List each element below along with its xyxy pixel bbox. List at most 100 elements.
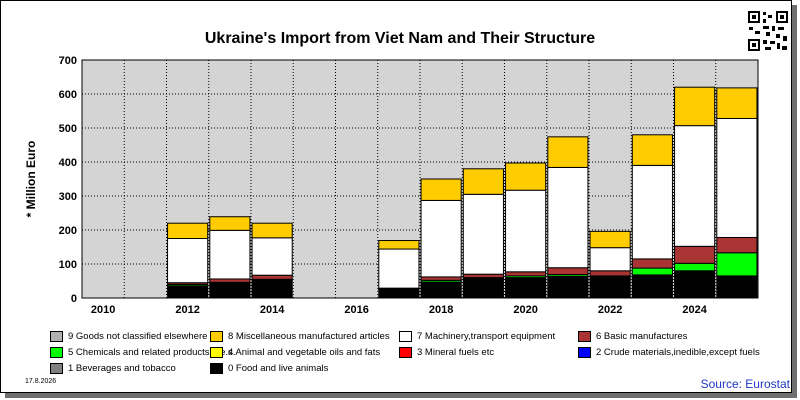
- bar-segment: [505, 162, 547, 191]
- bar-segment: [420, 199, 462, 278]
- x-tick-label: 2022: [598, 304, 622, 316]
- bar-segment: [420, 178, 462, 201]
- legend-label: 9 Goods not classified elsewhere: [68, 331, 208, 342]
- bar-segment: [505, 189, 547, 273]
- legend: 9 Goods not classified elsewhere 8 Miscel…: [50, 331, 790, 381]
- bar-segment: [420, 281, 462, 299]
- legend-item: 2 Crude materials,inedible,except fuels: [578, 347, 760, 358]
- bar-segment: [505, 271, 547, 277]
- legend-label: 0 Food and live animals: [228, 363, 329, 374]
- y-tick-label: 500: [59, 123, 77, 135]
- bar-segment: [589, 276, 631, 299]
- legend-swatch: [210, 347, 223, 358]
- legend-swatch: [578, 347, 591, 358]
- bar-segment: [462, 193, 504, 275]
- bar-segment: [716, 275, 758, 299]
- bar-segment: [547, 275, 589, 299]
- legend-swatch: [578, 331, 591, 342]
- legend-swatch: [50, 363, 63, 374]
- legend-item: 9 Goods not classified elsewhere: [50, 331, 207, 342]
- chart-title: Ukraine's Import from Viet Nam and Their…: [204, 30, 596, 47]
- y-axis-label: * Million Euro: [24, 141, 38, 218]
- bar-segment: [674, 125, 716, 247]
- bar-segment: [209, 278, 251, 283]
- bar-segment: [589, 247, 631, 272]
- legend-label: 8 Miscellaneous manufactured articles: [228, 331, 390, 342]
- legend-item: 0 Food and live animals: [210, 363, 328, 374]
- y-tick-label: 300: [59, 191, 77, 203]
- bar-segment: [378, 248, 420, 289]
- bar-segment: [378, 289, 420, 299]
- bar-segment: [251, 222, 293, 239]
- y-tick-label: 100: [59, 259, 77, 271]
- bar-segment: [631, 134, 673, 166]
- bar-segment: [420, 276, 462, 281]
- legend-swatch: [399, 331, 412, 342]
- bar-segment: [674, 86, 716, 127]
- bar-segment: [674, 262, 716, 272]
- bar-segment: [547, 136, 589, 168]
- legend-label: 7 Machinery,transport equipment: [417, 331, 556, 342]
- y-tick-label: 200: [59, 225, 77, 237]
- legend-swatch: [210, 363, 223, 374]
- legend-item: 8 Miscellaneous manufactured articles: [210, 331, 390, 342]
- bar-segment: [251, 279, 293, 299]
- source-label: Source: Eurostat: [700, 377, 790, 391]
- x-tick-label: 2012: [175, 304, 199, 316]
- bar-segment: [378, 240, 420, 250]
- bar-segment: [209, 282, 251, 299]
- bar-segment: [589, 230, 631, 249]
- bar-segment: [167, 285, 209, 299]
- x-tick-label: 2010: [91, 304, 115, 316]
- bar-segment: [631, 267, 673, 276]
- bar-segment: [716, 117, 758, 238]
- legend-item: 7 Machinery,transport equipment: [399, 331, 555, 342]
- bar-segment: [716, 236, 758, 254]
- legend-label: 5 Chemicals and related products,n.e.s.: [68, 347, 236, 358]
- bar-segment: [505, 277, 547, 299]
- bar-segment: [631, 258, 673, 269]
- legend-swatch: [399, 347, 412, 358]
- bar-segment: [547, 166, 589, 269]
- legend-item: 4 Animal and vegetable oils and fats: [210, 347, 380, 358]
- x-tick-label: 2016: [344, 304, 368, 316]
- legend-item: 1 Beverages and tobacco: [50, 363, 176, 374]
- x-tick-label: 2024: [682, 304, 707, 316]
- bar-segment: [716, 252, 758, 277]
- bar-segment: [462, 168, 504, 195]
- bar-segment: [631, 164, 673, 260]
- legend-swatch: [50, 347, 63, 358]
- bar-segment: [251, 274, 293, 280]
- bar-segment: [674, 270, 716, 299]
- x-tick-label: 2020: [513, 304, 537, 316]
- legend-label: 6 Basic manufactures: [596, 331, 688, 342]
- y-tick-label: 600: [59, 89, 77, 101]
- bar-segment: [547, 267, 589, 276]
- y-tick-label: 700: [59, 55, 77, 67]
- legend-label: 2 Crude materials,inedible,except fuels: [596, 347, 760, 358]
- bar-segment: [589, 270, 631, 277]
- bar-segment: [167, 238, 209, 284]
- legend-swatch: [50, 331, 63, 342]
- bar-segment: [209, 229, 251, 280]
- legend-label: 4 Animal and vegetable oils and fats: [228, 347, 381, 358]
- bar-segment: [674, 245, 716, 264]
- bar-segment: [462, 278, 504, 299]
- legend-swatch: [210, 331, 223, 342]
- y-tick-label: 0: [71, 293, 77, 305]
- bar-segment: [631, 274, 673, 299]
- y-tick-label: 400: [59, 157, 77, 169]
- legend-item: 6 Basic manufactures: [578, 331, 687, 342]
- qr-code-icon: [747, 10, 789, 52]
- bar-segment: [209, 216, 251, 231]
- bar-segment: [462, 273, 504, 279]
- bar-segment: [167, 222, 209, 239]
- bar-segment: [251, 237, 293, 276]
- legend-item: 3 Mineral fuels etc: [399, 347, 494, 358]
- x-tick-label: 2014: [260, 304, 285, 316]
- legend-item: 5 Chemicals and related products,n.e.s.: [50, 347, 235, 358]
- x-tick-label: 2018: [429, 304, 453, 316]
- legend-label: 3 Mineral fuels etc: [417, 347, 495, 358]
- date-label: 17.8.2026: [25, 378, 57, 385]
